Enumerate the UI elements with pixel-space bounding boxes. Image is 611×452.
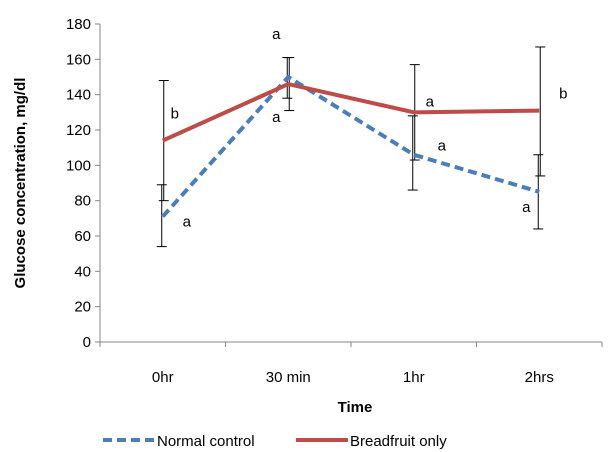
y-tick-label: 100 (66, 157, 91, 174)
y-tick-label: 140 (66, 87, 91, 104)
series-lines (161, 75, 540, 218)
significance-label: a (522, 199, 531, 216)
y-axis-title: Glucose concentration, mg/dl (12, 78, 29, 289)
significance-label: a (272, 109, 281, 126)
significance-label: b (171, 106, 179, 123)
y-tick-label: 80 (74, 193, 91, 210)
legend-label-normal-control: Normal control (157, 433, 255, 450)
significance-label: b (559, 86, 567, 103)
significance-label: a (272, 26, 281, 43)
x-tick-label: 30 min (266, 369, 311, 386)
y-tick-label: 40 (74, 263, 91, 280)
x-axis-title: Time (338, 399, 373, 416)
significance-labels: a a a a b a a b (171, 26, 568, 231)
x-tick-label: 0hr (152, 369, 174, 386)
y-tick-label: 160 (66, 51, 91, 68)
y-tick-label: 60 (74, 228, 91, 245)
error-bars (156, 46, 546, 248)
series-line-breadfruit-only (161, 82, 540, 143)
y-tick-label: 0 (83, 334, 91, 351)
series-line-normal-control (161, 75, 540, 218)
y-tick-label: 120 (66, 122, 91, 139)
significance-label: a (183, 214, 192, 231)
legend-label-breadfruit-only: Breadfruit only (350, 433, 447, 450)
x-tick-label: 1hr (403, 369, 425, 386)
y-tick-label: 180 (66, 16, 91, 33)
x-tick-label: 2hrs (525, 369, 554, 386)
legend: Normal control Breadfruit only (103, 433, 447, 450)
significance-label: a (426, 93, 435, 110)
axes: 0 20 40 60 80 100 120 140 160 180 0hr 30 min 1hr 2hrs (66, 16, 603, 386)
y-tick-label: 20 (74, 299, 91, 316)
significance-label: a (438, 138, 447, 155)
